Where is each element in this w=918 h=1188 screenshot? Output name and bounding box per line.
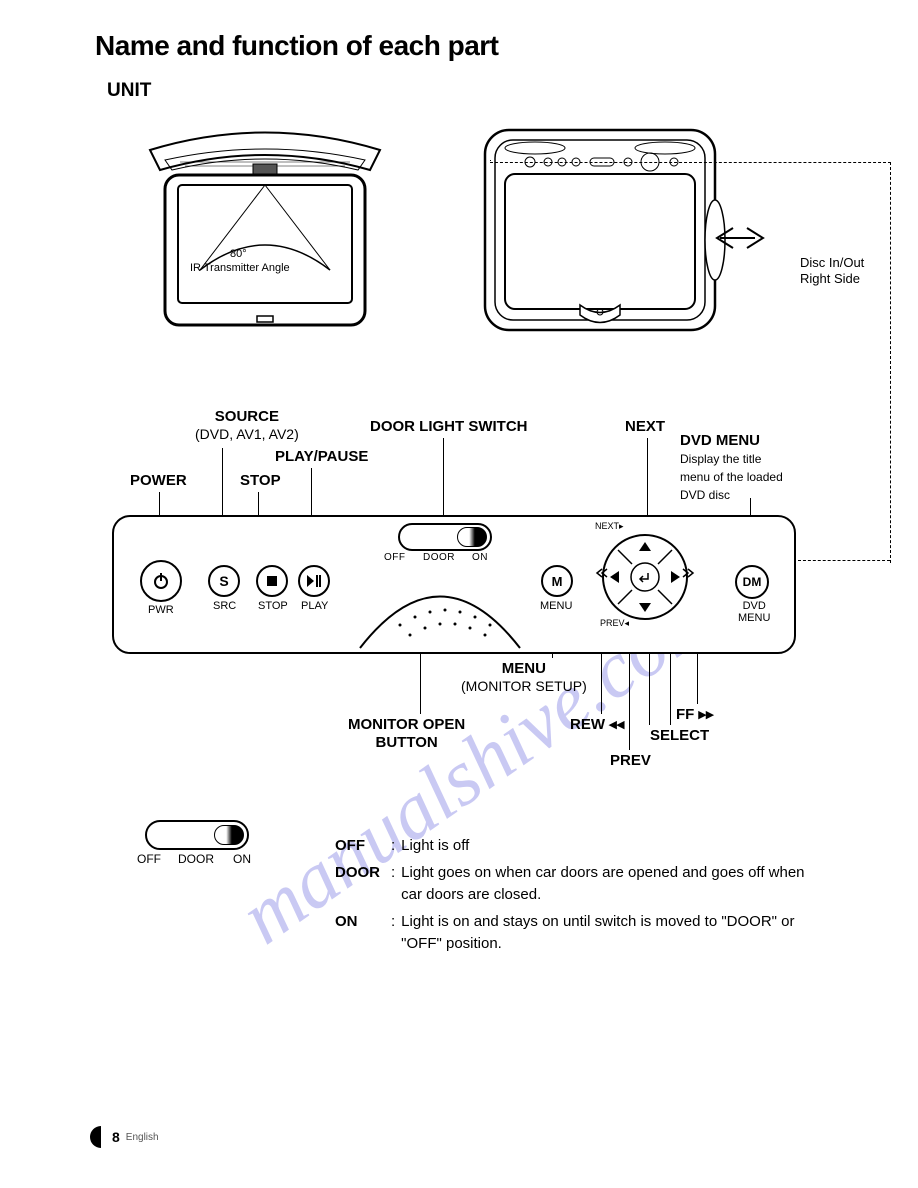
section-heading: UNIT: [107, 80, 151, 102]
small-switch-off: OFF: [137, 852, 161, 866]
callout-next: NEXT: [625, 418, 665, 436]
callout-play-pause: PLAY/PAUSE: [275, 448, 368, 466]
callout-select: SELECT: [650, 727, 709, 745]
power-button[interactable]: [140, 560, 182, 602]
play-pause-button[interactable]: [298, 565, 330, 597]
stop-button[interactable]: [256, 565, 288, 597]
desc-row: ON : Light is on and stays on until swit…: [335, 911, 821, 956]
desc-term: OFF: [335, 835, 391, 858]
manual-page: Name and function of each part UNIT manu…: [0, 0, 918, 1188]
callout-monitor-open: MONITOR OPENBUTTON: [348, 716, 465, 752]
small-switch-door: DOOR: [178, 852, 214, 866]
desc-def: Light is on and stays on until switch is…: [401, 911, 821, 956]
ir-angle-caption: IR Transmitter Angle: [190, 262, 290, 275]
switch-off-label: OFF: [384, 552, 406, 563]
dvd-menu-button[interactable]: DM: [735, 565, 769, 599]
door-light-switch[interactable]: [398, 523, 492, 551]
dashed-connector-2: [490, 160, 491, 163]
ir-angle-diagram: [130, 120, 400, 350]
dvd-menu-label: DVDMENU: [738, 600, 770, 624]
prev-small-label: PREV◂: [600, 618, 629, 629]
switch-descriptions: OFF : Light is off DOOR : Light goes on …: [335, 835, 821, 960]
page-title: Name and function of each part: [95, 30, 499, 62]
callout-menu: MENU(MONITOR SETUP): [461, 660, 587, 696]
stop-label: STOP: [258, 600, 288, 612]
callout-ff: FF ▸▸: [676, 706, 714, 724]
monitor-open-area: [350, 565, 530, 650]
switch-diagram-small: [145, 820, 249, 850]
callout-dvd-menu: DVD MENU Display the title menu of the l…: [680, 432, 783, 504]
desc-term: ON: [335, 911, 391, 956]
play-pause-icon: [307, 575, 321, 587]
power-icon: [151, 571, 171, 591]
desc-term: DOOR: [335, 862, 391, 907]
src-label: SRC: [213, 600, 236, 612]
callout-power: POWER: [130, 472, 187, 490]
desc-def: Light is off: [401, 835, 469, 858]
desc-row: DOOR : Light goes on when car doors are …: [335, 862, 821, 907]
switch-knob: [457, 527, 487, 547]
dashed-connector-3: [798, 560, 890, 562]
desc-row: OFF : Light is off: [335, 835, 821, 858]
next-small-label: NEXT▸: [595, 521, 624, 532]
ir-angle-value: 80°: [230, 248, 247, 261]
callout-rew: REW ◂◂: [570, 716, 624, 734]
switch-on-label: ON: [472, 552, 488, 563]
source-button[interactable]: S: [208, 565, 240, 597]
small-switch-on: ON: [233, 852, 251, 866]
desc-def: Light goes on when car doors are opened …: [401, 862, 821, 907]
dpad-control[interactable]: [590, 527, 700, 627]
pwr-label: PWR: [148, 604, 174, 616]
footer-badge-icon: [90, 1126, 112, 1148]
callout-prev: PREV: [610, 752, 651, 770]
callout-stop: STOP: [240, 472, 281, 490]
page-language: English: [126, 1132, 159, 1143]
switch-door-label: DOOR: [423, 552, 455, 563]
page-number: 8: [112, 1129, 120, 1145]
menu-button[interactable]: M: [541, 565, 573, 597]
menu-label: MENU: [540, 600, 572, 612]
page-footer: 8 English: [90, 1126, 159, 1148]
stop-icon: [267, 576, 277, 586]
callout-source: SOURCE(DVD, AV1, AV2): [195, 408, 299, 444]
switch-knob-small: [214, 825, 244, 845]
play-label: PLAY: [301, 600, 328, 612]
callout-door-light: DOOR LIGHT SWITCH: [370, 418, 528, 436]
